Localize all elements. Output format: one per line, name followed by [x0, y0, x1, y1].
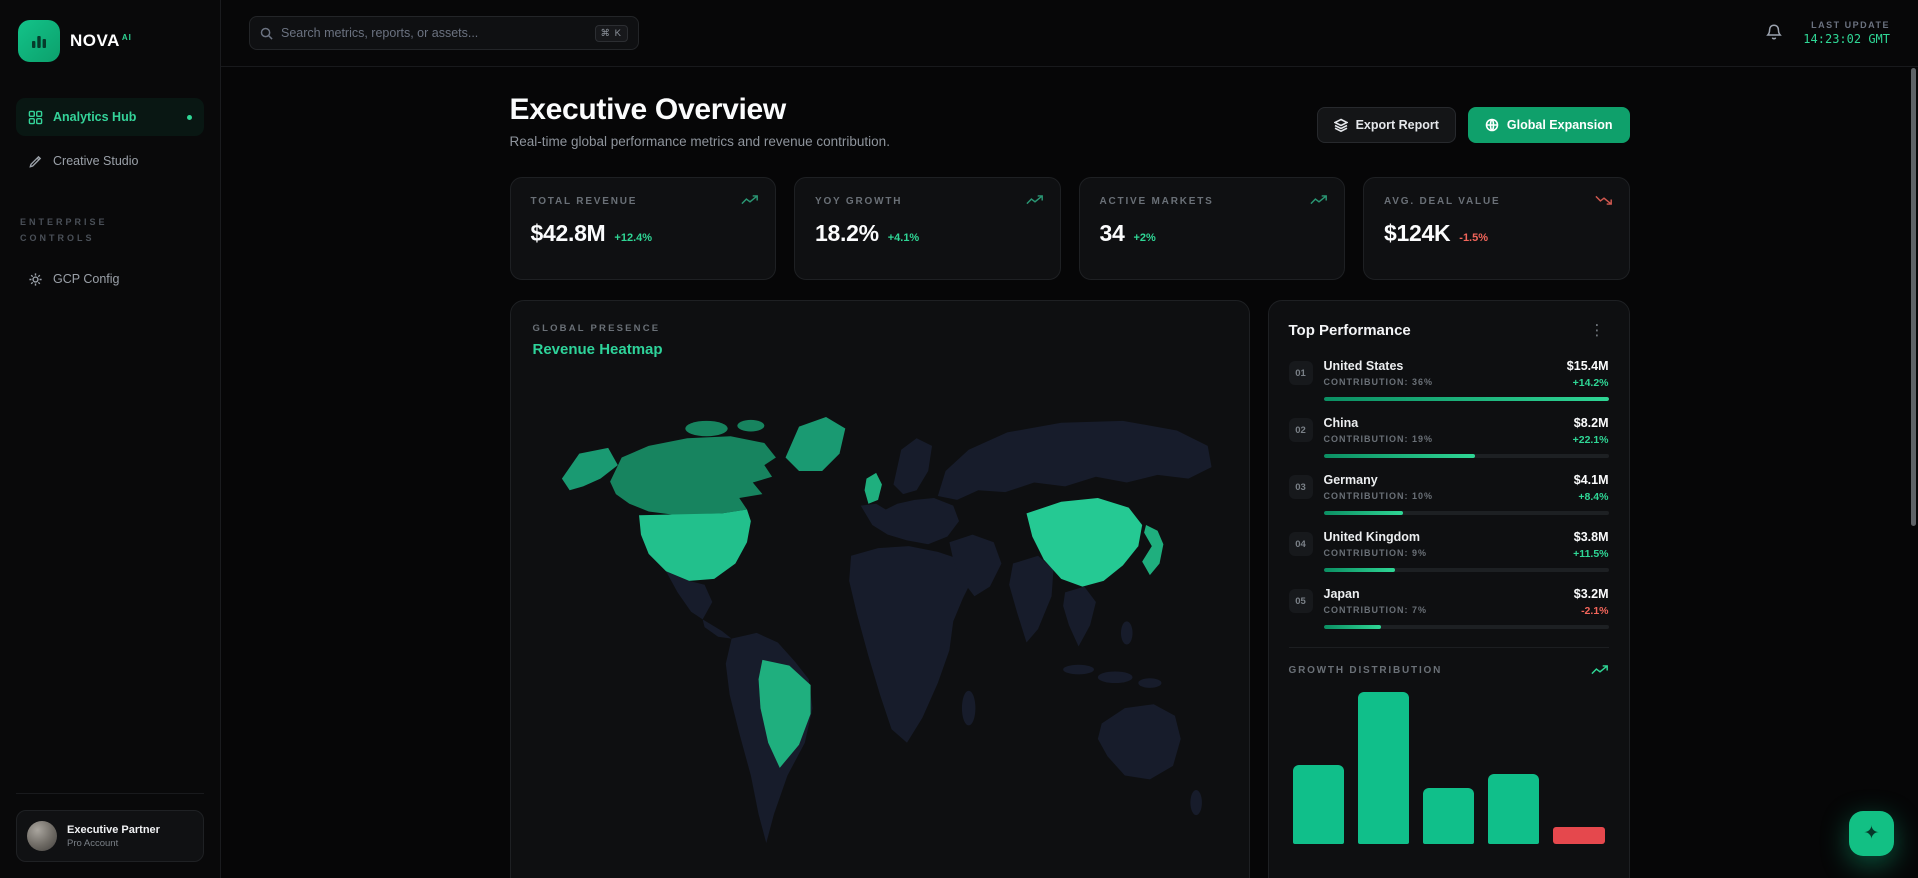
global-expansion-button[interactable]: Global Expansion [1467, 107, 1630, 143]
kpi-card-total-revenue[interactable]: TOTAL REVENUE $42.8M +12.4% [509, 177, 776, 280]
gear-icon [29, 273, 42, 286]
rank-badge: 03 [1288, 475, 1313, 499]
layers-icon [1333, 118, 1348, 132]
content-viewport[interactable]: Executive Overview Real-time global perf… [221, 67, 1918, 878]
performance-title: Top Performance [1288, 321, 1411, 339]
ai-assistant-fab[interactable]: ✦ [1849, 811, 1894, 856]
rank-badge: 04 [1288, 532, 1313, 556]
user-name: Executive Partner [67, 823, 160, 836]
growth-bar [1292, 764, 1344, 844]
nav-label: GCP Config [53, 272, 120, 287]
contribution-bar [1323, 568, 1609, 572]
user-info: Executive Partner Pro Account [67, 824, 160, 849]
export-report-button[interactable]: Export Report [1316, 107, 1456, 143]
kpi-card-yoy-growth[interactable]: YOY GROWTH 18.2% +4.1% [794, 177, 1061, 280]
sidebar-item-creative-studio[interactable]: Creative Studio [16, 142, 204, 180]
map-eyebrow: GLOBAL PRESENCE [532, 323, 661, 334]
active-indicator-dot [187, 114, 192, 120]
last-update-label: LAST UPDATE [1811, 20, 1890, 30]
performance-row-united-states[interactable]: 01 United States $15.4M CONTRIBUTION: 36%… [1288, 359, 1609, 401]
performance-list: 01 United States $15.4M CONTRIBUTION: 36%… [1288, 359, 1609, 629]
growth-distribution-label: GROWTH DISTRIBUTION [1288, 664, 1443, 676]
page-title: Executive Overview [509, 93, 787, 126]
performance-row-united-kingdom[interactable]: 04 United Kingdom $3.8M CONTRIBUTION: 9% +… [1288, 530, 1609, 572]
globe-icon [1485, 118, 1499, 132]
growth-bar [1422, 787, 1475, 844]
revenue-heatmap-card: GLOBAL PRESENCE Revenue Heatmap [509, 300, 1250, 878]
notifications-bell-icon[interactable] [1765, 23, 1785, 43]
last-update-value: 14:23:02 GMT [1803, 32, 1890, 46]
content: Executive Overview Real-time global perf… [509, 67, 1630, 878]
growth-bar [1488, 774, 1540, 844]
top-performance-card: Top Performance ⋮ 01 United States $15.4M… [1267, 300, 1630, 878]
page-header-text: Executive Overview Real-time global perf… [510, 93, 890, 149]
topbar: ⌘ K LAST UPDATE 14:23:02 GMT [221, 0, 1918, 67]
main-area: ⌘ K LAST UPDATE 14:23:02 GMT Executive O… [221, 0, 1918, 878]
sidebar: NOVA AI Analytics Hub Creative Studio ENT… [0, 0, 221, 878]
sidebar-tools: GCP Config [16, 260, 204, 298]
trend-up-icon [1310, 195, 1327, 205]
sidebar-section-label: ENTERPRISE CONTROLS [20, 217, 108, 244]
trend-up-icon [1025, 195, 1043, 205]
divider [1288, 647, 1609, 648]
contribution-bar [1323, 454, 1609, 458]
performance-row-germany[interactable]: 03 Germany $4.1M CONTRIBUTION: 10% +8.4% [1288, 473, 1609, 515]
performance-row-japan[interactable]: 05 Japan $3.2M CONTRIBUTION: 7% -2.1% [1288, 587, 1609, 629]
grid-icon [28, 110, 43, 124]
rank-badge: 01 [1288, 361, 1313, 385]
nav-label: Analytics Hub [53, 110, 137, 124]
sidebar-footer: Executive Partner Pro Account [16, 793, 204, 862]
kpi-card-avg-deal-value[interactable]: AVG. DEAL VALUE $124K -1.5% [1363, 177, 1630, 280]
contribution-bar [1323, 511, 1609, 515]
nav-label: Creative Studio [53, 154, 139, 168]
logo-chart-icon [18, 20, 60, 62]
search-input[interactable] [281, 26, 587, 40]
shortcut-badge: ⌘ K [594, 24, 628, 42]
growth-distribution-header: GROWTH DISTRIBUTION [1289, 664, 1609, 676]
sidebar-nav: Analytics Hub Creative Studio [16, 98, 204, 180]
rank-badge: 02 [1288, 418, 1313, 442]
kebab-menu-icon[interactable]: ⋮ [1589, 322, 1605, 339]
world-map[interactable] [533, 390, 1227, 872]
growth-bar [1553, 827, 1605, 844]
kpi-card-active-markets[interactable]: ACTIVE MARKETS 34 +2% [1078, 177, 1345, 280]
sparkle-icon: ✦ [1863, 823, 1880, 844]
topbar-right: LAST UPDATE 14:23:02 GMT [1765, 20, 1890, 46]
growth-distribution-chart [1289, 692, 1609, 844]
scrollbar-thumb[interactable] [1911, 68, 1916, 526]
map-title: Revenue Heatmap [532, 341, 663, 358]
avatar [27, 821, 57, 851]
trend-down-icon [1594, 195, 1612, 205]
contribution-bar [1323, 397, 1609, 401]
page-header: Executive Overview Real-time global perf… [510, 93, 1630, 149]
kpi-grid: TOTAL REVENUE $42.8M +12.4% YOY GROWTH 1… [509, 177, 1630, 280]
app-name: NOVA AI [70, 31, 132, 50]
search-icon [260, 27, 273, 40]
trend-up-icon [1590, 665, 1608, 675]
page-subtitle: Real-time global performance metrics and… [509, 134, 890, 149]
search-box[interactable]: ⌘ K [249, 16, 639, 50]
dashboard-row: GLOBAL PRESENCE Revenue Heatmap [509, 300, 1630, 878]
contribution-bar [1323, 625, 1609, 629]
app-logo[interactable]: NOVA AI [16, 16, 204, 68]
growth-bar [1357, 692, 1409, 844]
trend-up-icon [741, 195, 758, 205]
sidebar-item-analytics-hub[interactable]: Analytics Hub [16, 98, 204, 136]
pen-icon [29, 155, 42, 168]
performance-row-china[interactable]: 02 China $8.2M CONTRIBUTION: 19% +22.1% [1288, 416, 1609, 458]
last-update: LAST UPDATE 14:23:02 GMT [1803, 20, 1890, 46]
user-plan: Pro Account [67, 837, 119, 849]
rank-badge: 05 [1288, 589, 1313, 613]
user-card[interactable]: Executive Partner Pro Account [16, 810, 204, 862]
sidebar-item-gcp-config[interactable]: GCP Config [16, 260, 204, 298]
header-actions: Export Report Global Expansion [1316, 107, 1630, 143]
